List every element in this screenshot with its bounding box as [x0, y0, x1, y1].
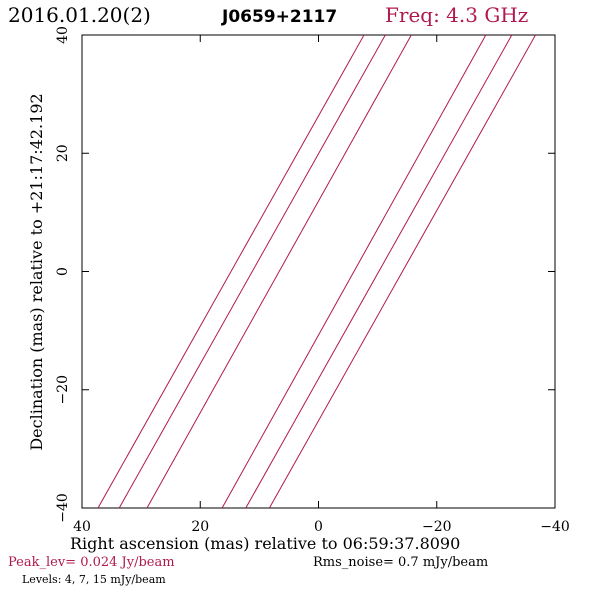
y-tick-label: −40 [55, 493, 71, 523]
y-tick-labels: −40 −20 0 20 40 [55, 26, 71, 523]
x-axis-label: Right ascension (mas) relative to 06:59:… [70, 534, 460, 553]
observation-date: 2016.01.20(2) [8, 3, 151, 27]
contour-line [268, 34, 536, 509]
contour-line [245, 34, 513, 509]
y-tick-label: 20 [55, 144, 71, 162]
frequency-label: Freq: 4.3 GHz [385, 3, 528, 27]
contour-levels: Levels: 4, 7, 15 mJy/beam [22, 573, 166, 586]
x-tick-labels: 40 20 0 −20 −40 [73, 519, 570, 535]
contour-line [221, 34, 487, 509]
rms-noise: Rms_noise= 0.7 mJy/beam [313, 555, 488, 570]
y-tick-label: 0 [55, 267, 71, 276]
x-tick-label: 40 [73, 519, 91, 535]
contour-lines [97, 34, 536, 509]
source-name: J0659+2117 [221, 7, 337, 27]
peak-level: Peak_lev= 0.024 Jy/beam [8, 555, 175, 570]
contour-line [118, 34, 386, 509]
y-tick-label: 40 [55, 26, 71, 44]
y-axis-label: Declination (mas) relative to +21:17:42.… [27, 93, 46, 450]
contour-line [146, 34, 412, 509]
x-tick-label: −40 [540, 519, 570, 535]
y-tick-label: −20 [55, 375, 71, 405]
x-tick-label: 20 [191, 519, 209, 535]
x-tick-label: 0 [314, 519, 323, 535]
contour-line [97, 34, 365, 509]
axis-ticks [81, 34, 556, 509]
plot-frame [81, 34, 556, 509]
x-tick-label: −20 [422, 519, 452, 535]
